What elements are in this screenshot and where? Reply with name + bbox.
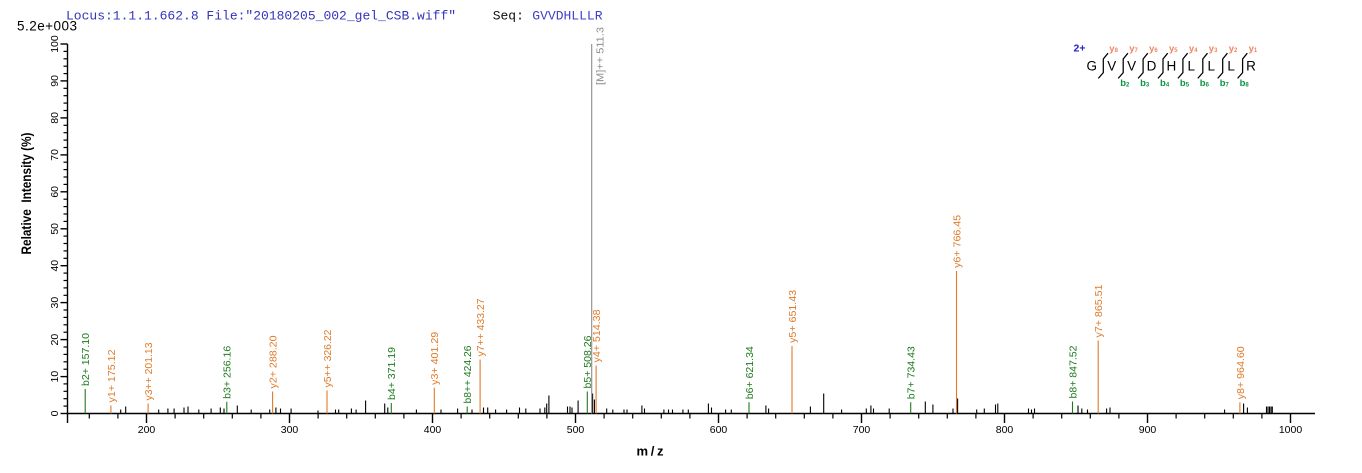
svg-text:y6: y6 [1149,44,1158,55]
svg-text:b5: b5 [1180,78,1190,89]
svg-text:80: 80 [49,112,61,124]
svg-text:5.2e+003: 5.2e+003 [17,19,77,34]
svg-text:y5+ 651.43: y5+ 651.43 [788,289,799,342]
svg-text:y7++ 433.27: y7++ 433.27 [476,298,487,356]
svg-text:200: 200 [138,424,156,436]
svg-text:b3+ 256.16: b3+ 256.16 [223,345,234,398]
svg-text:y5++ 326.22: y5++ 326.22 [323,329,334,387]
svg-text:300: 300 [281,424,299,436]
svg-text:Relative Intensity (%): Relative Intensity (%) [19,133,34,255]
svg-text:y3: y3 [1209,44,1218,55]
svg-text:y4: y4 [1189,44,1198,55]
svg-text:b8+ 847.52: b8+ 847.52 [1068,345,1079,398]
svg-text:70: 70 [49,149,61,161]
svg-text:V: V [1107,58,1116,73]
svg-text:Seq:: Seq: [493,9,524,24]
svg-text:50: 50 [49,223,61,235]
svg-text:H: H [1167,58,1177,73]
svg-text:R: R [1246,58,1256,73]
svg-text:30: 30 [49,297,61,309]
svg-text:1000: 1000 [1279,424,1303,436]
svg-text:y1: y1 [1249,44,1258,55]
svg-text:b4+ 371.19: b4+ 371.19 [387,347,398,400]
svg-text:y7+ 865.51: y7+ 865.51 [1094,284,1105,337]
svg-text:b2+ 157.10: b2+ 157.10 [81,333,92,386]
svg-text:2+: 2+ [1074,43,1086,55]
svg-text:D: D [1147,58,1157,73]
svg-text:600: 600 [710,424,728,436]
svg-text:800: 800 [996,424,1014,436]
svg-text:100: 100 [49,35,61,53]
svg-text:b8: b8 [1240,78,1250,89]
svg-text:L: L [1207,58,1215,73]
svg-text:[M]++ 511.3: [M]++ 511.3 [595,27,606,85]
svg-text:b6+ 621.34: b6+ 621.34 [745,346,756,399]
svg-text:y1+ 175.12: y1+ 175.12 [107,349,118,402]
svg-text:y3++ 201.13: y3++ 201.13 [144,342,155,400]
svg-text:G: G [1087,58,1098,73]
svg-text:y2+ 288.20: y2+ 288.20 [269,335,280,388]
svg-text:y4+ 514.38: y4+ 514.38 [592,309,603,362]
svg-text:y3+ 401.29: y3+ 401.29 [430,331,441,384]
svg-text:L: L [1227,58,1235,73]
svg-text:10: 10 [49,371,61,383]
svg-text:Locus:1.1.1.662.8 File:"201802: Locus:1.1.1.662.8 File:"20180205_002_gel… [66,9,456,24]
svg-text:60: 60 [49,186,61,198]
svg-text:b8++ 424.26: b8++ 424.26 [463,345,474,403]
svg-text:y5: y5 [1169,44,1178,55]
svg-text:y8: y8 [1109,44,1118,55]
svg-text:y7: y7 [1129,44,1138,55]
svg-text:700: 700 [853,424,871,436]
svg-text:b4: b4 [1160,78,1170,89]
svg-text:400: 400 [424,424,442,436]
svg-text:y2: y2 [1229,44,1238,55]
svg-text:20: 20 [49,334,61,346]
svg-text:m/z: m/z [637,444,665,459]
svg-text:b3: b3 [1140,78,1150,89]
svg-text:L: L [1188,58,1196,73]
svg-text:b5+ 508.26: b5+ 508.26 [583,335,594,388]
svg-text:b2: b2 [1120,78,1130,89]
svg-text:40: 40 [49,260,61,272]
svg-text:b7: b7 [1220,78,1230,89]
svg-text:900: 900 [1139,424,1157,436]
svg-text:b6: b6 [1200,78,1210,89]
svg-text:500: 500 [567,424,585,436]
svg-text:V: V [1127,58,1136,73]
svg-text:0: 0 [49,410,61,416]
svg-text:GVVDHLLLR: GVVDHLLLR [532,9,602,24]
svg-text:90: 90 [49,75,61,87]
svg-text:b7+ 734.43: b7+ 734.43 [907,346,918,399]
svg-text:y8+ 964.60: y8+ 964.60 [1236,346,1247,399]
svg-text:y6+ 766.45: y6+ 766.45 [952,214,963,267]
